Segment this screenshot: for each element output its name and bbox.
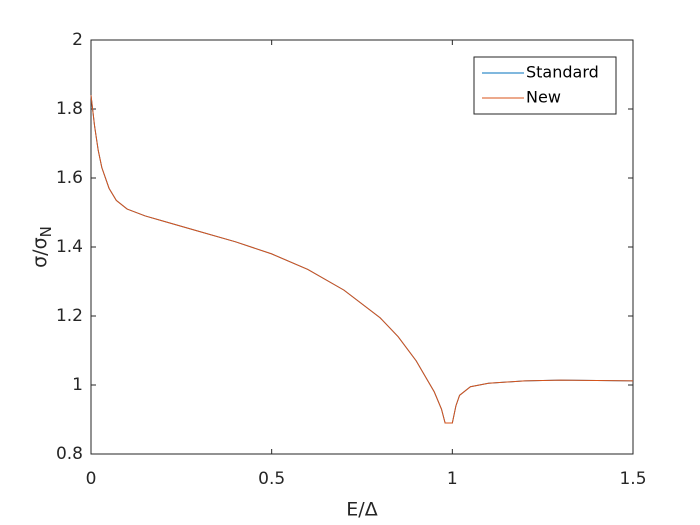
legend-label: Standard (526, 63, 599, 82)
y-tick-label: 0.8 (56, 444, 83, 464)
x-tick-label: 0.5 (258, 469, 285, 489)
y-tick-label: 1.2 (56, 306, 83, 326)
legend-box (473, 56, 617, 115)
x-tick-label: 1 (447, 469, 458, 489)
x-tick-label: 1.5 (619, 469, 646, 489)
y-tick-label: 1 (72, 375, 83, 395)
y-axis-label-sub: N (37, 226, 55, 237)
x-axis-label: E/Δ (346, 499, 377, 521)
series-line (90, 95, 634, 424)
y-tick-label: 1.6 (56, 168, 83, 188)
axes-box (90, 39, 634, 455)
y-tick-label: 2 (72, 30, 83, 50)
y-axis-label-main: σ/σ (29, 237, 51, 268)
y-tick-label: 1.8 (56, 99, 83, 119)
y-axis-label: σ/σN (29, 226, 55, 268)
x-tick-label: 0 (86, 469, 97, 489)
legend-label: New (526, 88, 561, 107)
y-tick-label: 1.4 (56, 237, 83, 257)
